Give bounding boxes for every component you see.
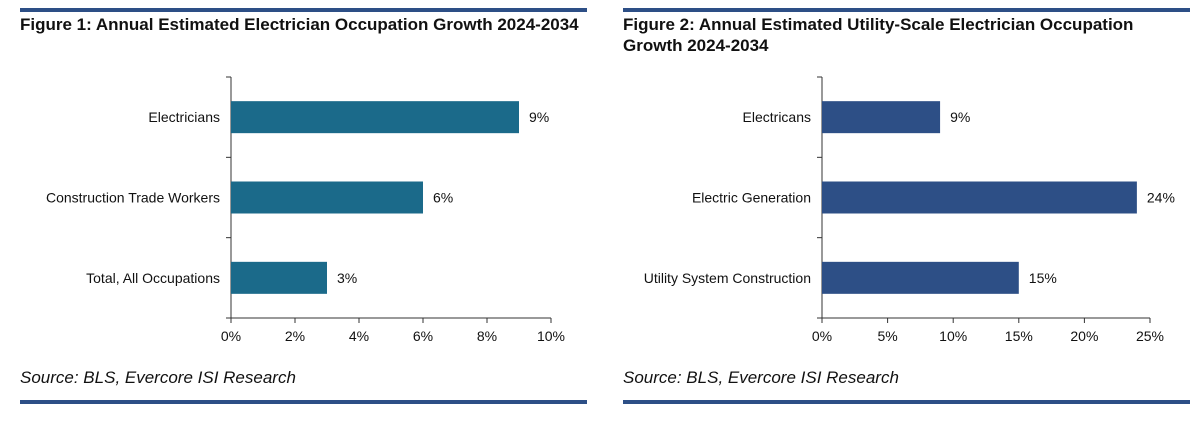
- bar-chart-figure-2: 0% 5% 10% 15% 20% 25% Electricans 9% Electric Ge…: [644, 76, 1175, 344]
- x-tick-label: 8%: [477, 328, 497, 344]
- category-label: Electricans: [743, 109, 811, 125]
- bottom-rule: [623, 400, 1190, 404]
- bar-chart-figure-1: 0% 2% 4% 6% 8% 10% Electricians 9% Construction …: [46, 76, 565, 344]
- x-tick-label: 5%: [877, 328, 897, 344]
- x-tick-label: 15%: [1005, 328, 1033, 344]
- bar: [822, 101, 941, 134]
- x-tick-label: 4%: [349, 328, 369, 344]
- value-label: 9%: [529, 109, 549, 125]
- chart-title: Figure 2: Annual Estimated Utility-Scale…: [623, 15, 1134, 55]
- category-label: Electric Generation: [692, 190, 811, 206]
- value-label: 9%: [950, 109, 970, 125]
- x-tick-label: 25%: [1136, 328, 1164, 344]
- bar: [231, 181, 423, 214]
- category-label: Utility System Construction: [644, 270, 811, 286]
- top-rule: [20, 8, 587, 12]
- x-tick-label: 6%: [413, 328, 433, 344]
- figure-1-panel: Figure 1: Annual Estimated Electrician O…: [20, 0, 587, 425]
- bar: [822, 181, 1137, 214]
- x-tick-label: 0%: [812, 328, 832, 344]
- figure-2-panel: Figure 2: Annual Estimated Utility-Scale…: [623, 0, 1190, 425]
- x-tick-label: 10%: [939, 328, 967, 344]
- category-label: Total, All Occupations: [86, 270, 220, 286]
- category-label: Construction Trade Workers: [46, 190, 220, 206]
- value-label: 3%: [337, 270, 357, 286]
- x-tick-label: 10%: [537, 328, 565, 344]
- top-rule: [623, 8, 1190, 12]
- value-label: 6%: [433, 190, 453, 206]
- bar: [231, 261, 327, 294]
- x-tick-label: 0%: [221, 328, 241, 344]
- value-label: 15%: [1029, 270, 1057, 286]
- category-label: Electricians: [148, 109, 220, 125]
- source-note: Source: BLS, Evercore ISI Research: [623, 368, 899, 387]
- x-tick-label: 2%: [285, 328, 305, 344]
- bar: [231, 101, 519, 134]
- chart-title: Figure 1: Annual Estimated Electrician O…: [20, 15, 579, 34]
- bottom-rule: [20, 400, 587, 404]
- bar: [822, 261, 1019, 294]
- value-label: 24%: [1147, 190, 1175, 206]
- source-note: Source: BLS, Evercore ISI Research: [20, 368, 296, 387]
- x-tick-label: 20%: [1070, 328, 1098, 344]
